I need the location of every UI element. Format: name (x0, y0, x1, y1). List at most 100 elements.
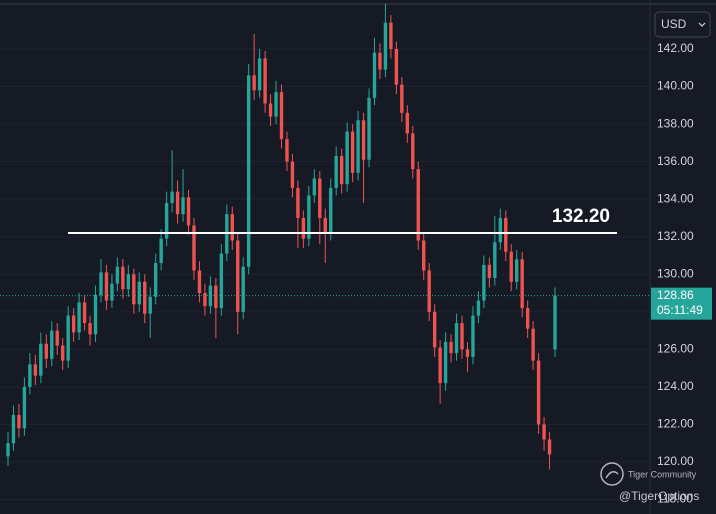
watermark-logo (600, 462, 624, 486)
candle-body (509, 251, 513, 282)
y-tick-label: 142.00 (657, 41, 694, 55)
candle-body (296, 187, 300, 218)
candle-body (438, 347, 442, 384)
candle-body (443, 341, 448, 384)
candle-body (175, 191, 180, 215)
candle-body (88, 323, 92, 335)
candle-body (203, 293, 207, 307)
candle-body (290, 161, 295, 188)
candle-body (329, 187, 333, 233)
candle-body (115, 266, 120, 284)
dropdown-arrow[interactable] (698, 22, 706, 27)
y-tick-label: 130.00 (657, 266, 694, 280)
candle-body (279, 92, 284, 140)
candle-body (219, 253, 224, 309)
candles (6, 3, 557, 470)
y-tick-label: 134.00 (657, 191, 694, 205)
candle-body (471, 315, 475, 357)
last-price-box (651, 287, 712, 320)
candle-body (71, 315, 76, 333)
candle-body (318, 178, 322, 218)
candle-body (525, 308, 530, 329)
candle-body (263, 58, 267, 104)
candle-body (542, 424, 546, 440)
candle-body (55, 330, 59, 346)
candle-body (449, 341, 453, 354)
candle-body (77, 302, 81, 333)
candle-body (487, 264, 492, 279)
currency-button-box[interactable] (654, 11, 711, 38)
candle-body (153, 263, 158, 297)
candle-body (323, 217, 327, 233)
candle-body (515, 259, 519, 282)
currency-label[interactable]: USD (661, 17, 687, 31)
grid: 118.00120.00122.00124.00126.00128.00130.… (0, 41, 694, 506)
candle-body (460, 323, 464, 350)
candle-body (50, 330, 54, 359)
candle-body (547, 439, 552, 455)
currency-button[interactable]: USD (654, 11, 711, 38)
watermark: Tiger Community @TigerOptions (600, 462, 699, 503)
candle-body (104, 272, 109, 301)
candle-body (186, 197, 191, 226)
y-tick-label: 120.00 (657, 454, 694, 468)
candle-body (164, 202, 169, 239)
candle-body (192, 225, 196, 271)
candle-body (170, 191, 174, 203)
candle-body (422, 240, 426, 271)
candle-body (427, 270, 431, 312)
candle-body (476, 300, 481, 316)
candle-body (411, 133, 415, 170)
level-label: 132.20 (552, 206, 610, 227)
candle-body (22, 386, 27, 429)
candle-body (197, 270, 202, 294)
candle-body (257, 58, 262, 91)
candle-body (132, 274, 136, 305)
candle-body (181, 197, 185, 215)
watermark-logo-mark (605, 471, 619, 479)
candle-body (230, 214, 234, 241)
candle-body (110, 283, 114, 301)
watermark-brand: Tiger Community (628, 469, 697, 479)
candle-body (268, 103, 273, 117)
candle-body (28, 364, 32, 387)
candle-body (504, 217, 508, 252)
candle-body (6, 443, 10, 457)
candle-body (312, 178, 317, 196)
candle-body (307, 195, 311, 239)
candle-body (39, 343, 43, 376)
candle-body (394, 48, 399, 85)
candle-body (536, 360, 541, 425)
candle-body (252, 75, 256, 91)
candle-body (285, 139, 289, 162)
candle-body (93, 294, 98, 335)
y-tick-label: 122.00 (657, 417, 694, 431)
last-price-label: 128.86 (657, 288, 694, 302)
candle-body (345, 131, 349, 185)
candle-body (531, 328, 535, 361)
candle-body (246, 75, 251, 267)
y-tick-label: 124.00 (657, 379, 694, 393)
candle-body (236, 240, 240, 312)
candle-body (367, 97, 371, 160)
candle-body (137, 281, 141, 305)
candle-body (82, 302, 87, 324)
candle-body (356, 120, 360, 173)
y-tick-label: 118.00 (657, 492, 693, 506)
candle-body (17, 415, 21, 429)
candle-body (33, 364, 38, 376)
candle-body (553, 295, 557, 350)
candle-body (11, 415, 16, 444)
watermark-handle: @TigerOptions (619, 489, 699, 503)
y-tick-label: 140.00 (657, 79, 694, 93)
candle-body (143, 281, 147, 314)
candle-body (482, 264, 486, 301)
candle-body (66, 315, 70, 361)
candle-body (465, 349, 470, 357)
candle-body (432, 311, 437, 348)
candle-body (334, 156, 338, 188)
candle-body (383, 22, 388, 70)
candle-body (121, 266, 125, 290)
countdown-label: 05:11:49 (657, 303, 703, 317)
